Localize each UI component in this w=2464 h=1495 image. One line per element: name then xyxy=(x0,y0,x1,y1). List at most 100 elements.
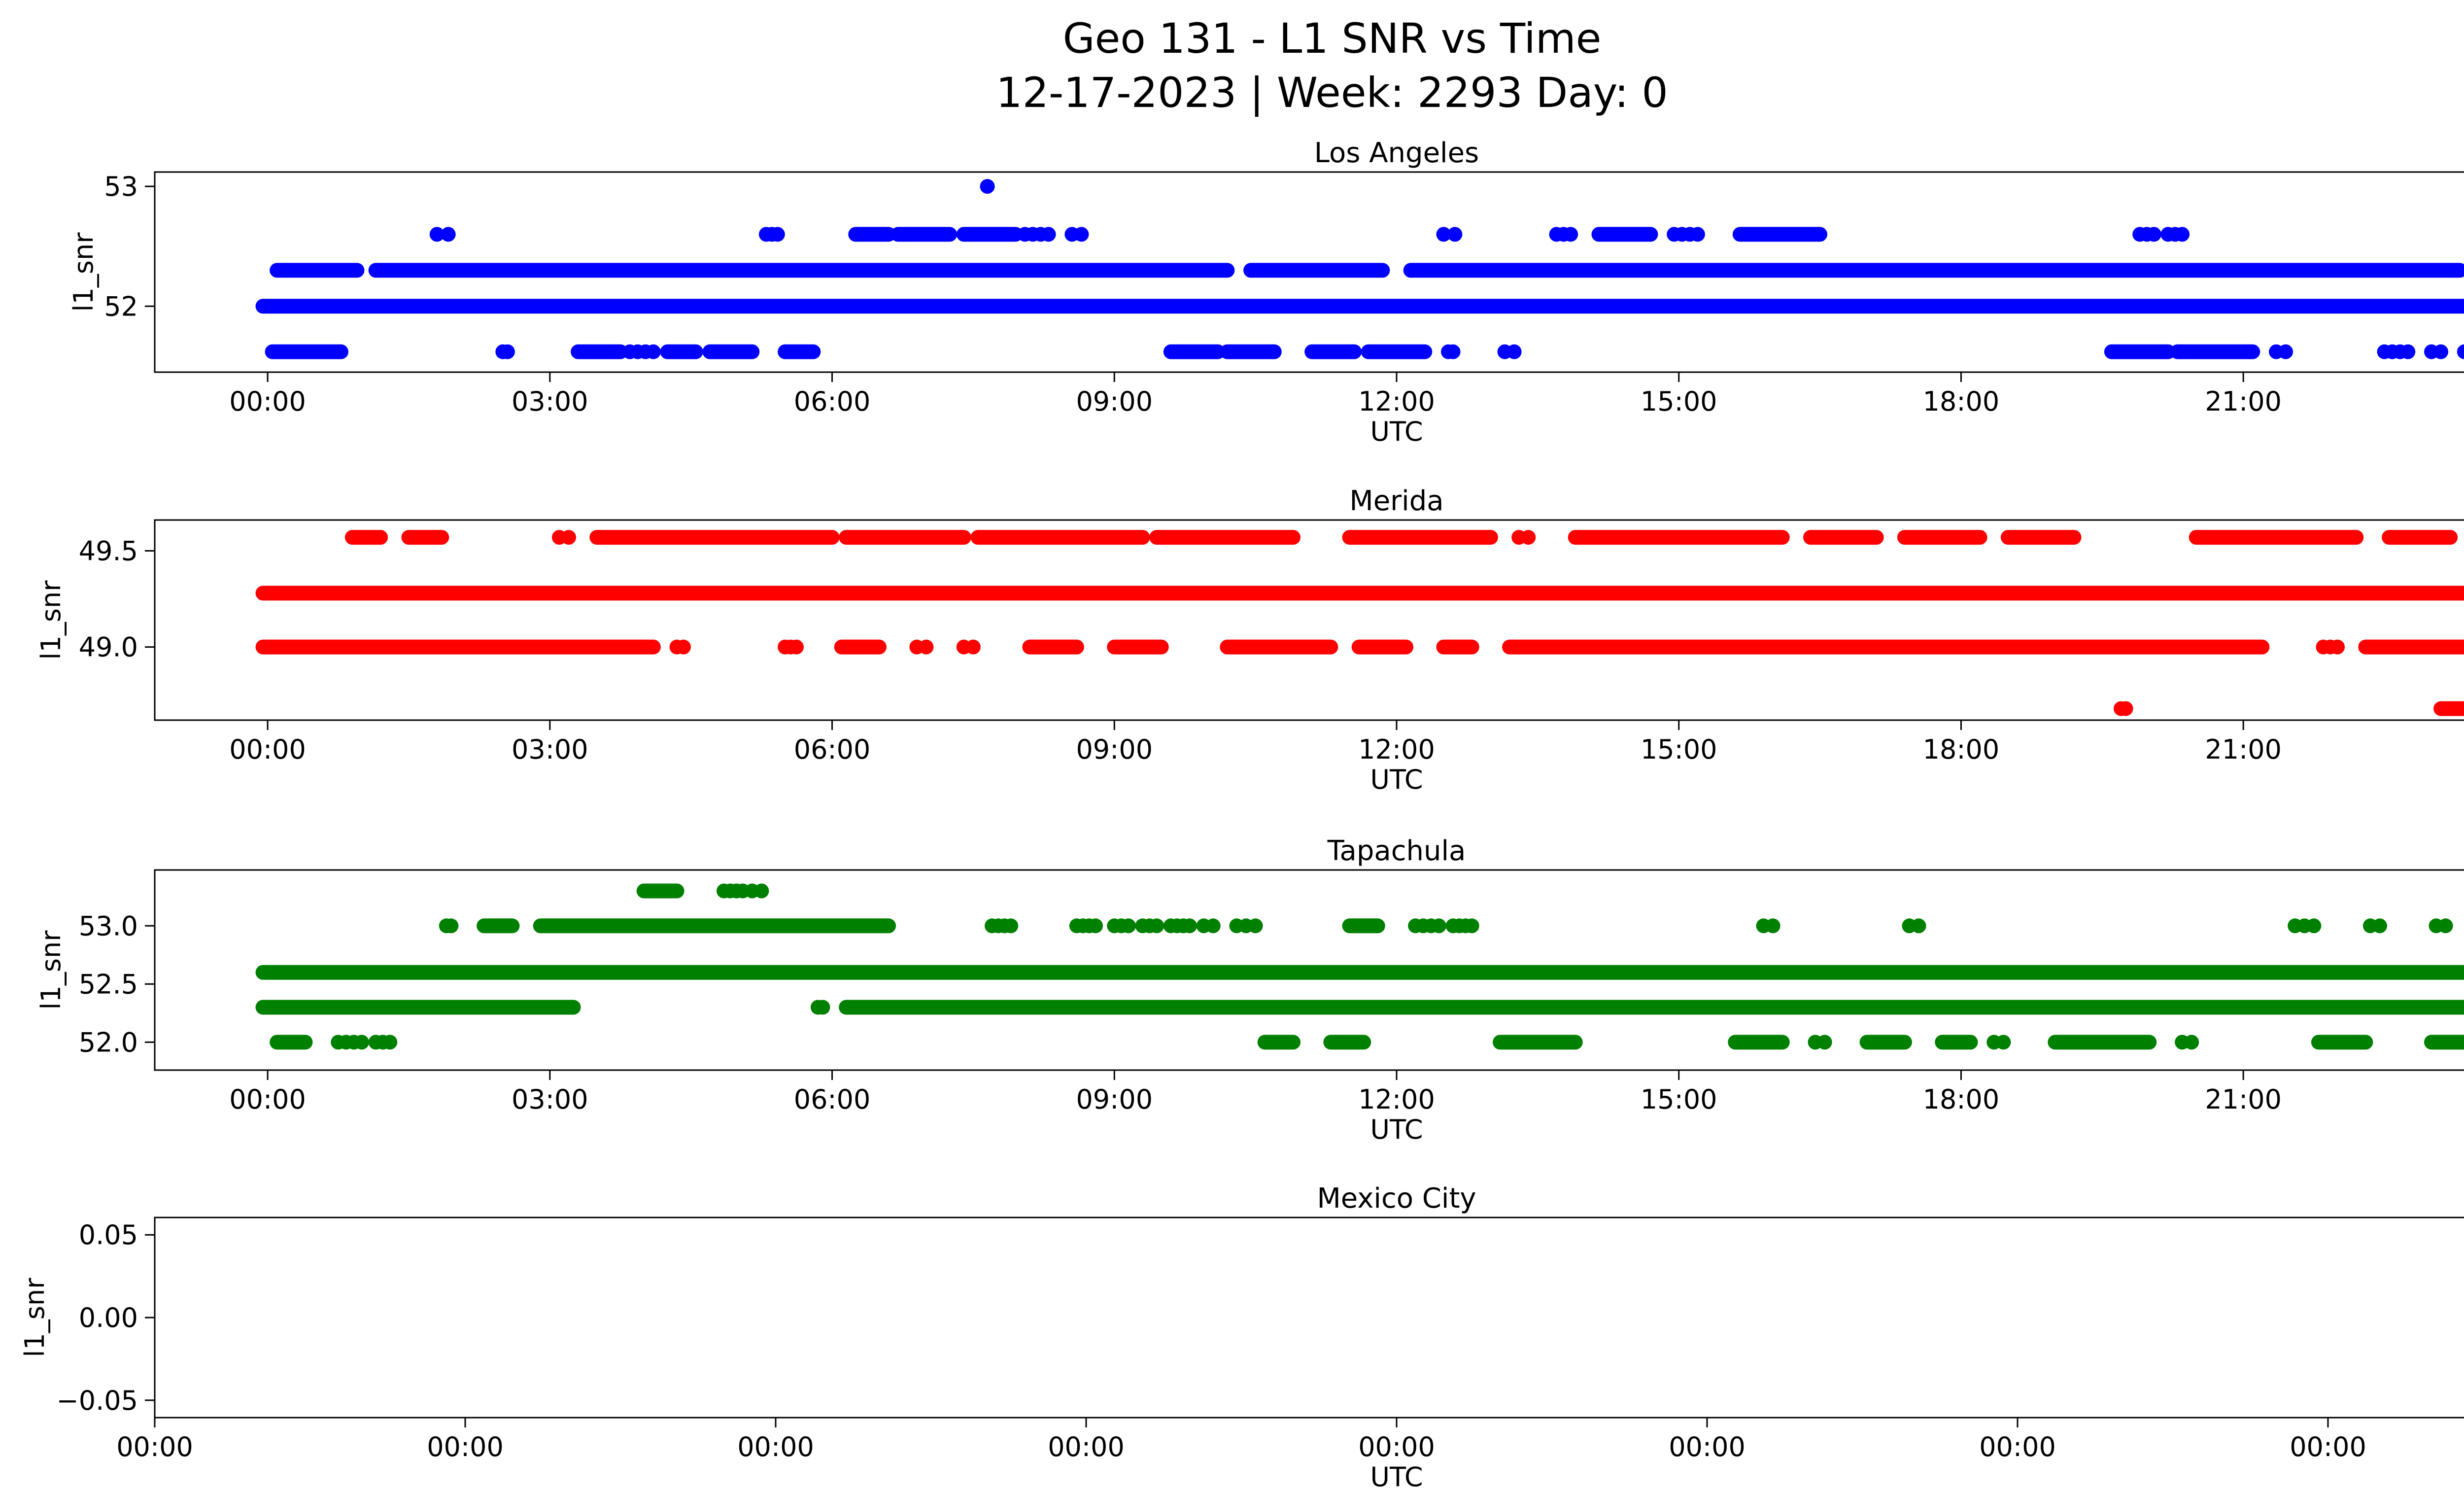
data-point xyxy=(1088,918,1103,934)
y-axis-label: l1_snr xyxy=(19,1278,50,1357)
data-point xyxy=(2330,639,2345,655)
data-point xyxy=(1765,918,1780,934)
data-point xyxy=(1911,918,1926,934)
x-tick-label: 00:00 xyxy=(1048,1431,1125,1462)
data-point xyxy=(1431,918,1446,934)
figure-title-line2: 12-17-2023 | Week: 2293 Day: 0 xyxy=(996,69,1668,117)
x-tick-label: 09:00 xyxy=(1076,1084,1153,1115)
x-axis-label: UTC xyxy=(1370,1114,1423,1145)
data-point xyxy=(1149,918,1164,934)
x-tick-label: 00:00 xyxy=(229,386,306,417)
x-tick-label: 06:00 xyxy=(794,1084,871,1115)
data-point xyxy=(646,344,661,359)
data-point xyxy=(1003,918,1019,934)
x-tick-label: 12:00 xyxy=(1358,1084,1435,1115)
y-tick-label: 49.5 xyxy=(79,535,138,566)
subplot-title: Tapachula xyxy=(1327,835,1466,867)
scatter-plot-tapachula: 00:00 03:00 06:00 09:00 12:00 15:00 18:00 21:00… xyxy=(35,869,2464,1115)
x-tick-label: 15:00 xyxy=(1641,734,1717,765)
data-point xyxy=(789,639,804,655)
data-point xyxy=(815,1000,830,1015)
y-tick-label: 53 xyxy=(104,171,138,202)
x-tick-label: 00:00 xyxy=(2290,1431,2366,1462)
x-tick-label: 00:00 xyxy=(229,1084,306,1115)
data-point xyxy=(2433,344,2449,359)
data-point xyxy=(382,1035,398,1050)
x-tick-label: 00:00 xyxy=(427,1431,504,1462)
y-tick-label: 52.5 xyxy=(79,969,138,1000)
x-tick-label: 03:00 xyxy=(512,386,588,417)
scatter-plot-merida: 00:00 03:00 06:00 09:00 12:00 15:00 18:00 21:00… xyxy=(35,519,2464,765)
data-point xyxy=(980,179,995,194)
data-point xyxy=(2146,227,2161,242)
data-point xyxy=(2118,701,2133,716)
data-point xyxy=(1996,1035,2011,1050)
plot-box xyxy=(154,519,2464,721)
y-axis-label: l1_snr xyxy=(68,232,99,312)
data-point xyxy=(444,918,459,934)
x-axis-label: UTC xyxy=(1370,764,1423,795)
data-point xyxy=(676,639,691,655)
data-point xyxy=(1447,227,1463,242)
data-point xyxy=(965,639,981,655)
x-tick-label: 12:00 xyxy=(1358,734,1435,765)
data-point xyxy=(1521,530,1536,545)
x-tick-label: 00:00 xyxy=(116,1431,193,1462)
scatter-plot-mexico-city: 00:00 00:00 00:00 00:00 00:00 00:00 00:00 00:00… xyxy=(19,1217,2464,1462)
y-tick-label: 52.0 xyxy=(79,1027,138,1058)
plot-box xyxy=(154,1217,2464,1419)
data-point xyxy=(1506,344,1522,359)
x-tick-label: 15:00 xyxy=(1641,386,1717,417)
subplot-title: Los Angeles xyxy=(1314,137,1479,169)
x-tick-label: 09:00 xyxy=(1076,386,1153,417)
data-point xyxy=(561,530,576,545)
x-axis-label: UTC xyxy=(1370,1461,1423,1493)
data-point xyxy=(2438,918,2453,934)
x-tick-label: 03:00 xyxy=(512,734,588,765)
data-point xyxy=(1690,227,1705,242)
x-axis-label: UTC xyxy=(1370,416,1423,447)
data-point xyxy=(770,227,785,242)
scatter-plot-los-angeles: 00:00 03:00 06:00 09:00 12:00 15:00 18:00 21:00… xyxy=(68,171,2464,417)
x-tick-label: 00:00 xyxy=(737,1431,814,1462)
y-tick-label: 52 xyxy=(104,291,138,322)
data-point xyxy=(2306,918,2322,934)
y-tick-label: −0.05 xyxy=(57,1385,138,1416)
data-point xyxy=(1817,1035,1832,1050)
x-tick-label: 18:00 xyxy=(1923,1084,2000,1115)
data-point xyxy=(1464,918,1479,934)
data-point xyxy=(1041,227,1056,242)
data-point xyxy=(354,1035,369,1050)
y-axis-label: l1_snr xyxy=(35,930,67,1010)
x-tick-label: 03:00 xyxy=(512,1084,588,1115)
data-point xyxy=(1121,918,1136,934)
x-tick-label: 15:00 xyxy=(1641,1084,1717,1115)
subplot-title: Mexico City xyxy=(1317,1182,1476,1215)
y-axis-label: l1_snr xyxy=(35,580,67,660)
y-tick-label: 0.05 xyxy=(79,1219,138,1251)
data-point xyxy=(441,227,456,242)
x-tick-label: 12:00 xyxy=(1358,386,1435,417)
x-tick-label: 09:00 xyxy=(1076,734,1153,765)
x-tick-label: 21:00 xyxy=(2205,1084,2282,1115)
data-point xyxy=(1205,918,1221,934)
data-point xyxy=(2278,344,2293,359)
y-tick-label: 49.0 xyxy=(79,632,138,663)
data-point xyxy=(429,227,445,242)
x-tick-label: 18:00 xyxy=(1923,734,2000,765)
x-tick-label: 21:00 xyxy=(2205,734,2282,765)
data-point xyxy=(1563,227,1578,242)
x-tick-label: 00:00 xyxy=(1358,1431,1435,1462)
x-tick-label: 00:00 xyxy=(229,734,306,765)
x-tick-label: 00:00 xyxy=(1669,1431,1745,1462)
y-tick-label: 53.0 xyxy=(79,910,138,941)
x-tick-label: 21:00 xyxy=(2205,386,2282,417)
data-point xyxy=(1074,227,1089,242)
data-point xyxy=(1182,918,1197,934)
x-tick-label: 06:00 xyxy=(794,386,871,417)
y-tick-label: 0.00 xyxy=(79,1302,138,1333)
data-point xyxy=(500,344,515,359)
data-point xyxy=(2184,1035,2199,1050)
data-point xyxy=(2372,918,2387,934)
